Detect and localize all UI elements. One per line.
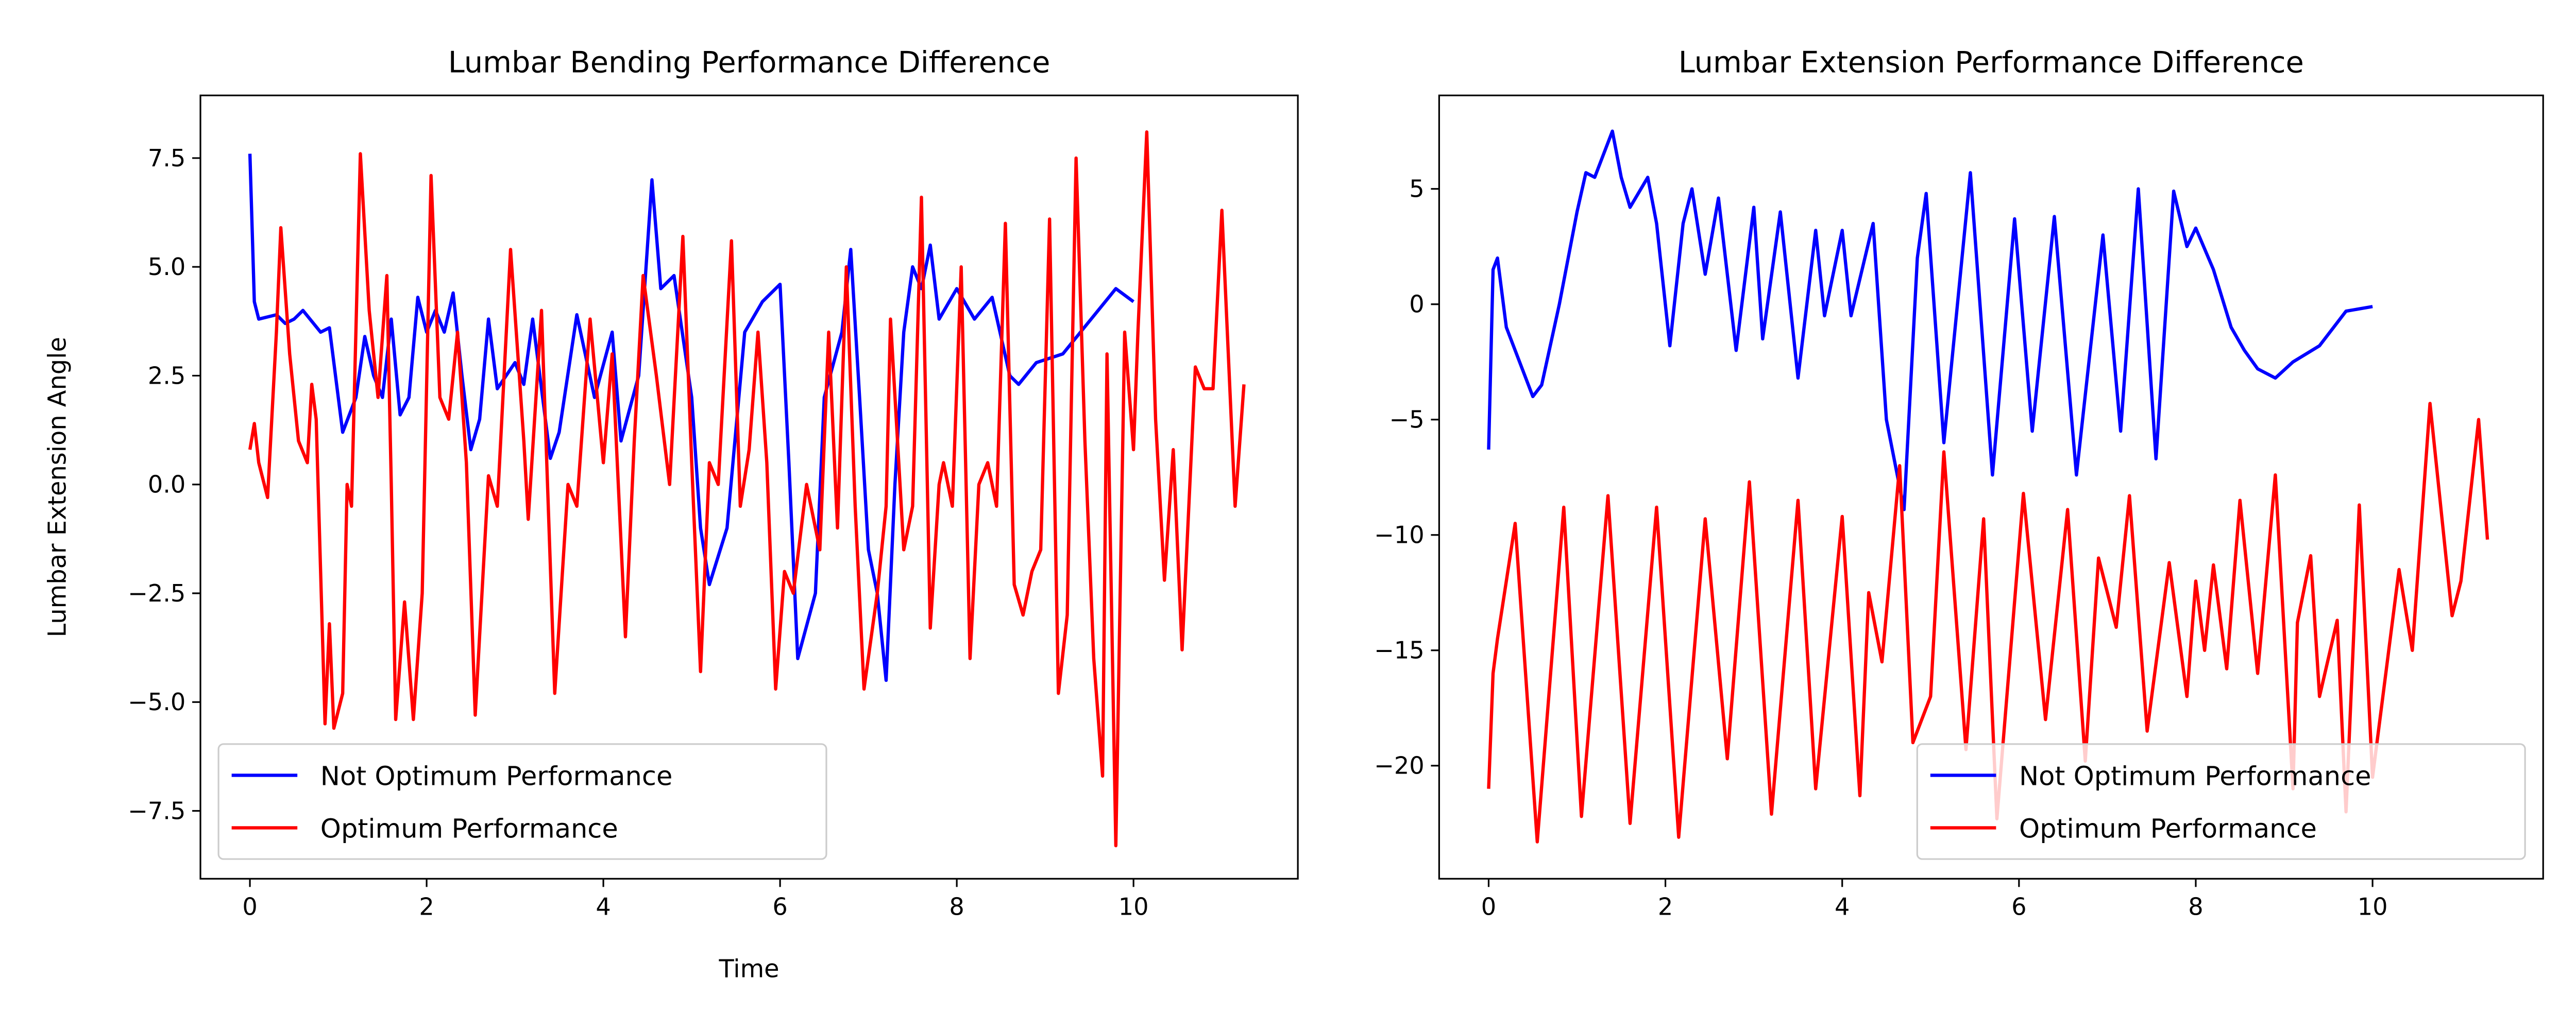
y-tick-label: −2.5	[128, 579, 185, 607]
x-tick-label: 0	[1481, 892, 1496, 920]
y-tick-label: 0.0	[148, 471, 186, 499]
x-tick-label: 6	[2011, 892, 2026, 920]
x-tick-label: 0	[242, 892, 257, 920]
x-tick-label: 6	[772, 892, 787, 920]
legend-frame	[217, 743, 827, 860]
data-line	[1487, 129, 2373, 511]
legend-label: Optimum Performance	[320, 814, 618, 845]
y-tick-label: −10	[1374, 521, 1425, 549]
y-tick-label: −5.0	[128, 688, 185, 716]
y-tick-label: 5.0	[148, 253, 186, 281]
x-tick-label: 4	[1835, 892, 1850, 920]
x-tick-label: 2	[1658, 892, 1673, 920]
subplot: Lumbar Bending Performance Difference 0 2 4…	[44, 45, 1299, 984]
y-tick-label: −7.5	[128, 797, 185, 825]
axes-frame	[1438, 94, 2544, 880]
legend: Not Optimum Performance Optimum Performan…	[217, 743, 827, 860]
chart-title: Lumbar Extension Performance Difference	[1679, 45, 2304, 80]
y-tick-label: −5	[1389, 406, 1425, 434]
x-tick-label: 8	[949, 892, 964, 920]
legend-label: Optimum Performance	[2019, 814, 2317, 845]
x-tick-label: 2	[419, 892, 434, 920]
y-tick-label: 2.5	[148, 362, 186, 389]
data-line	[248, 130, 1246, 848]
x-tick-label: 10	[1118, 892, 1149, 920]
x-tick-label: 8	[2188, 892, 2203, 920]
legend-label: Not Optimum Performance	[2019, 762, 2371, 792]
legend-label: Not Optimum Performance	[320, 762, 673, 792]
y-tick-label: 5	[1409, 175, 1424, 203]
data-line	[1487, 402, 2489, 844]
x-axis-label: Time	[719, 955, 779, 984]
y-axis-label: Lumbar Extension Angle	[44, 337, 72, 637]
legend-frame	[1916, 743, 2526, 860]
y-tick-label: −15	[1374, 637, 1425, 664]
subplot: Lumbar Extension Performance Difference 0…	[1374, 45, 2544, 920]
y-tick-label: 0	[1409, 290, 1424, 318]
x-tick-label: 4	[596, 892, 611, 920]
x-tick-label: 10	[2358, 892, 2388, 920]
y-tick-label: −20	[1374, 752, 1425, 780]
y-tick-label: 7.5	[148, 144, 186, 172]
legend: Not Optimum Performance Optimum Performan…	[1916, 743, 2526, 860]
chart-title: Lumbar Bending Performance Difference	[448, 45, 1050, 80]
axes-frame	[199, 94, 1299, 880]
